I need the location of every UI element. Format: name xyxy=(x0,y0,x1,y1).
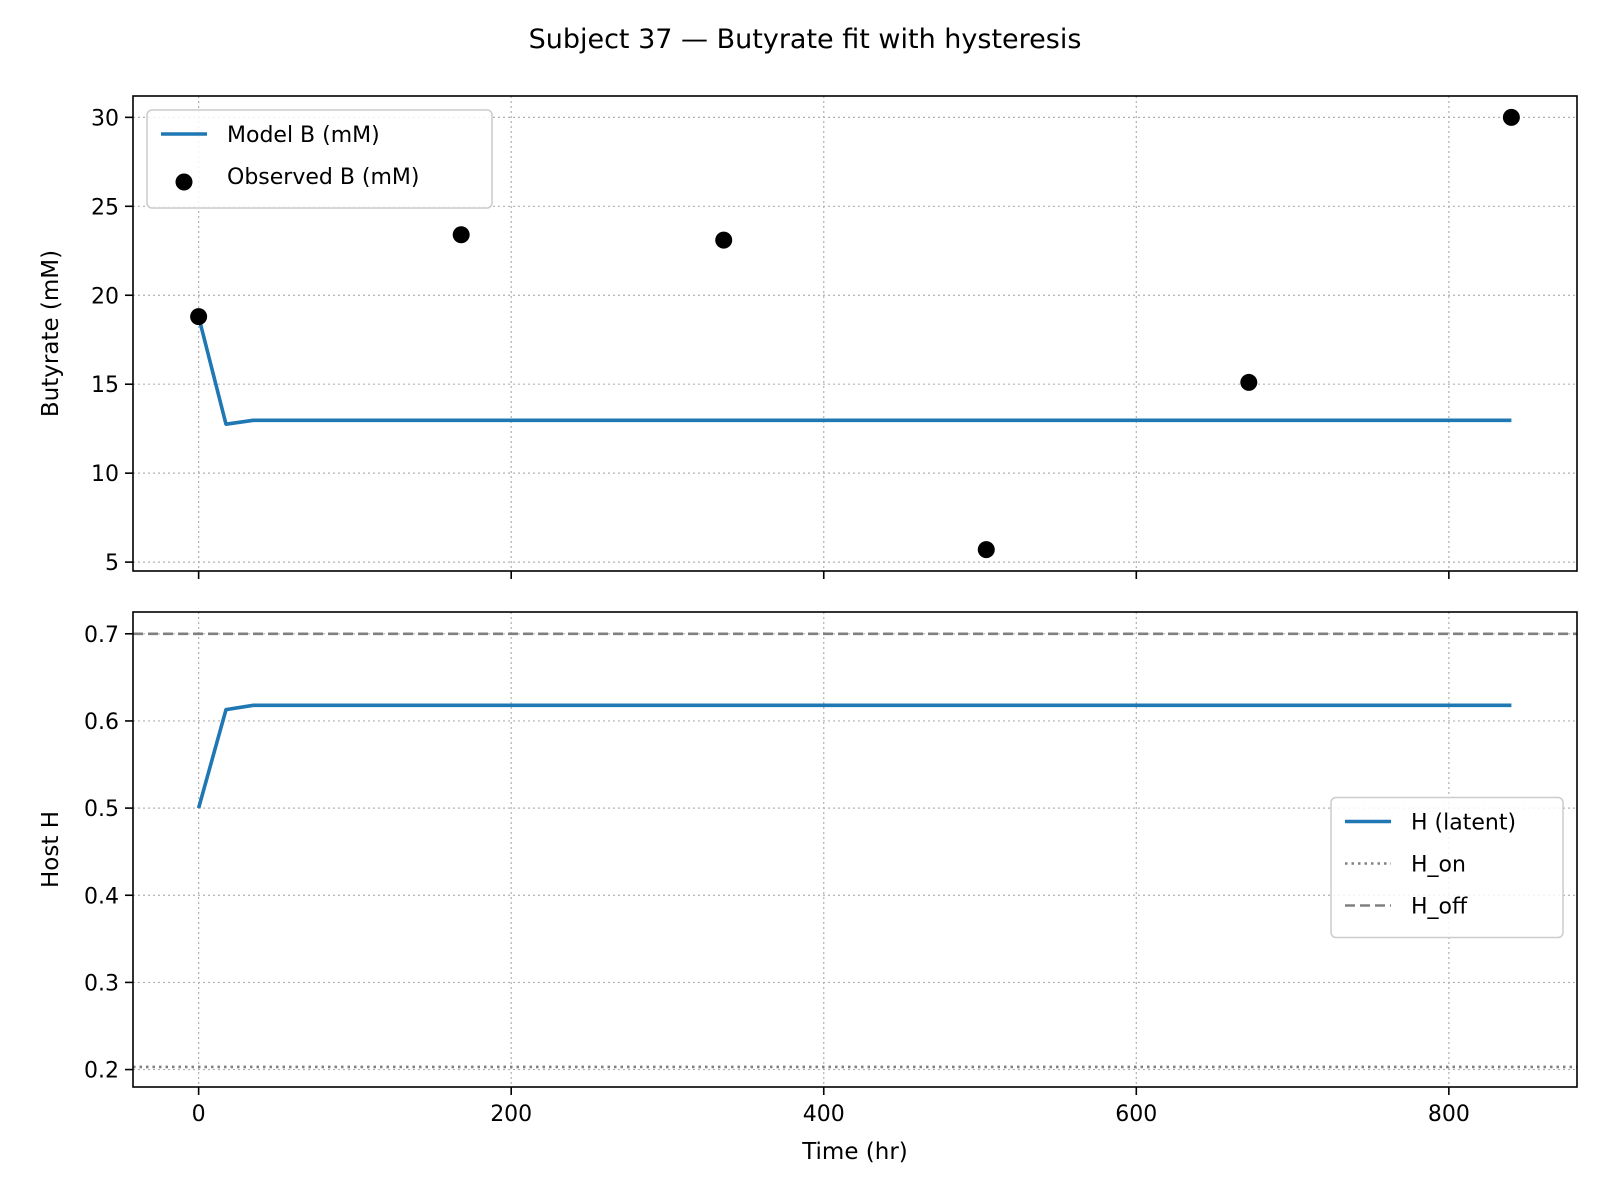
butyrate-panel: 5 10 15 20 25 30 Butyrate (mM) Model B (mM) Obse… xyxy=(38,95,1578,579)
x-tick-label: 200 xyxy=(490,1102,532,1127)
y-tick-label: 0.4 xyxy=(84,884,119,909)
observed-point xyxy=(1502,108,1520,126)
y-tick-label: 15 xyxy=(91,373,119,398)
y-axis-label: Butyrate (mM) xyxy=(38,250,64,417)
observed-point xyxy=(977,541,995,559)
y-axis-label: Host H xyxy=(38,811,64,888)
x-tick-label: 800 xyxy=(1428,1102,1470,1127)
y-tick-label: 5 xyxy=(105,551,119,576)
legend-label-h-off: H_off xyxy=(1411,895,1468,920)
observed-point xyxy=(1240,373,1258,391)
y-tick-label: 30 xyxy=(91,106,119,131)
y-tick-label: 0.3 xyxy=(84,971,119,996)
y-tick-label: 25 xyxy=(91,195,119,220)
x-tick-label: 0 xyxy=(192,1102,206,1127)
legend-label-h-latent: H (latent) xyxy=(1411,811,1516,836)
y-tick-label: 0.7 xyxy=(84,623,119,648)
y-tick-label: 0.5 xyxy=(84,797,119,822)
h-latent-line xyxy=(196,703,1512,809)
observed-point xyxy=(452,226,470,244)
y-tick-label: 20 xyxy=(91,284,119,309)
y-tick-label: 0.6 xyxy=(84,710,119,735)
x-tick-label: 600 xyxy=(1115,1102,1157,1127)
axes-frame xyxy=(132,611,1578,1088)
y-tick-label: 10 xyxy=(91,462,119,487)
legend-label-model-b-mm: Model B (mM) xyxy=(227,123,380,148)
figure-title: Subject 37 — Butyrate fit with hysteresi… xyxy=(529,24,1082,55)
legend-box xyxy=(1330,796,1564,939)
observed-point xyxy=(190,308,208,326)
axes-frame xyxy=(132,95,1578,572)
model-b-mm-line xyxy=(196,316,1512,427)
observed-point xyxy=(715,231,733,249)
y-tick-label: 0.2 xyxy=(84,1059,119,1084)
legend: H (latent) H_on H_off xyxy=(1330,796,1564,939)
legend: Model B (mM) Observed B (mM) xyxy=(146,109,493,209)
legend-label-h-on: H_on xyxy=(1411,853,1466,878)
legend-marker-observed-b-mm xyxy=(175,173,193,191)
legend-label-observed-b-mm: Observed B (mM) xyxy=(227,165,420,190)
legend-box xyxy=(146,109,493,209)
x-axis-label: Time (hr) xyxy=(801,1139,908,1165)
x-tick-label: 400 xyxy=(803,1102,845,1127)
host-h-panel: 0 200 400 600 800 0.2 0.3 0.4 0.5 0.6 0.7 Host H Tim… xyxy=(38,611,1578,1165)
